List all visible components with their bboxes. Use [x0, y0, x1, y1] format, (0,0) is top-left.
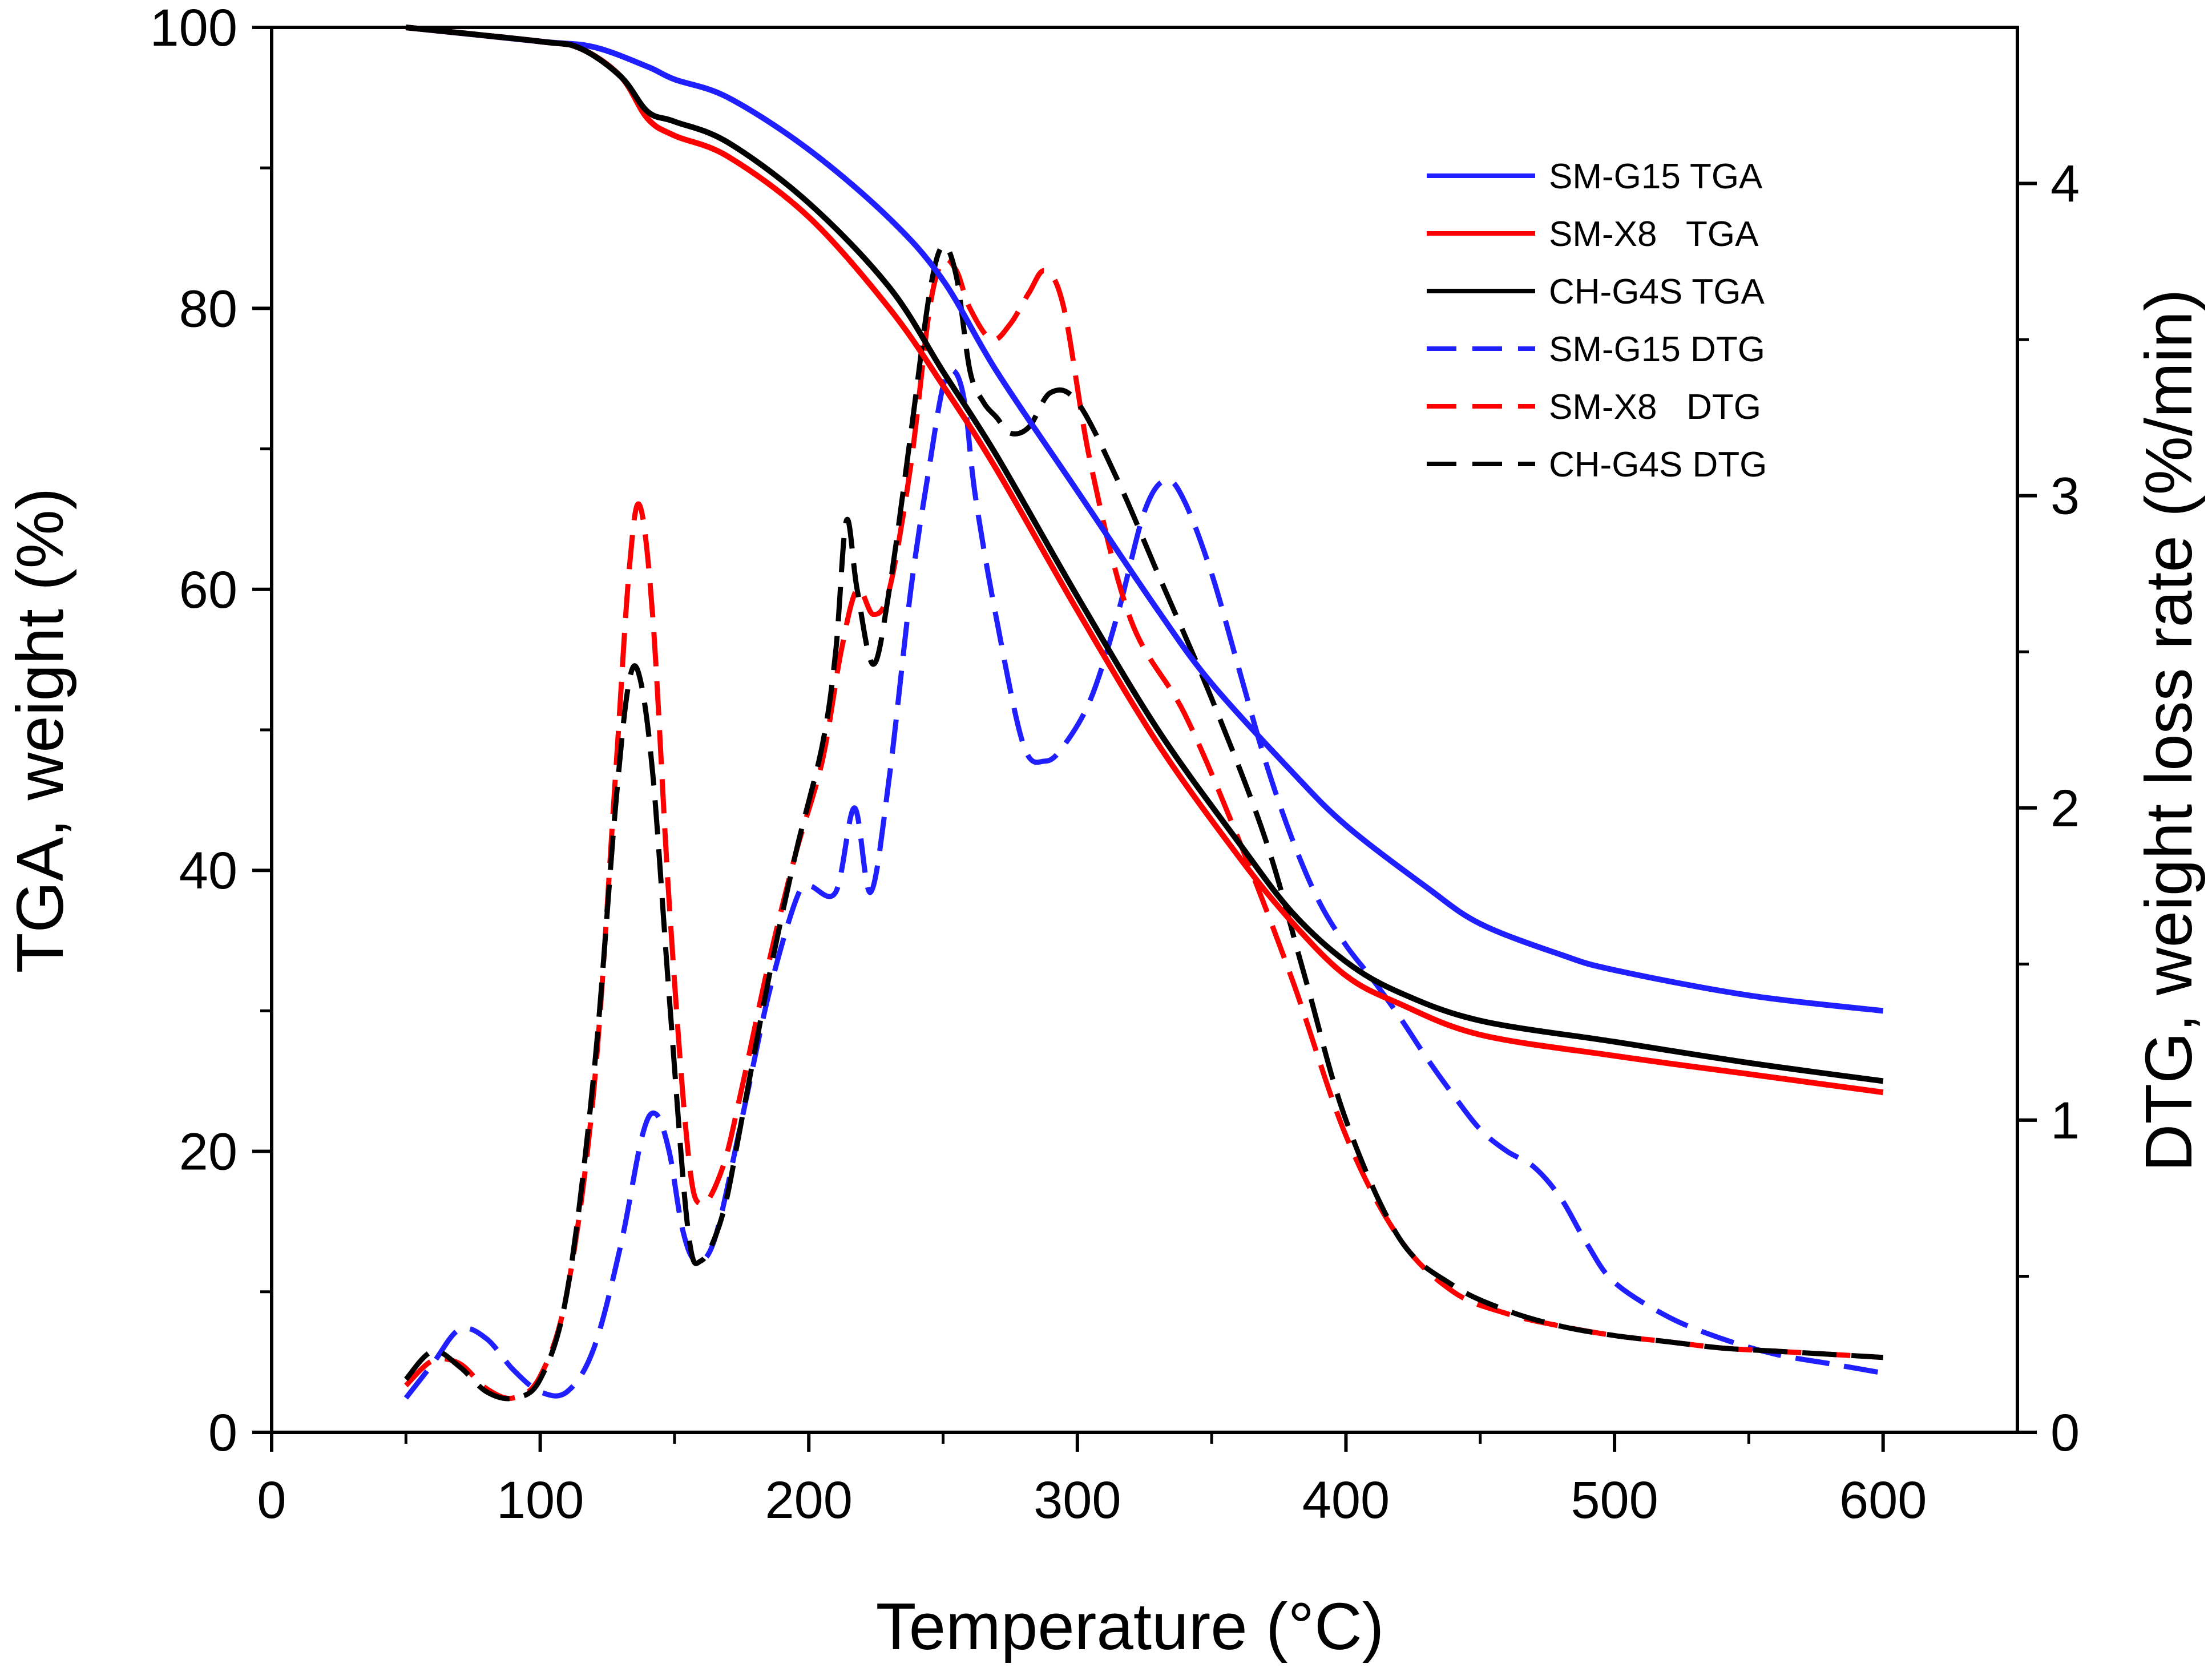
legend-label: SM-X8 DTG [1549, 387, 1761, 427]
y2-tick-label: 2 [2050, 780, 2080, 838]
y2-tick-label: 4 [2050, 155, 2080, 213]
y2-tick-label: 0 [2050, 1404, 2080, 1462]
legend-label: SM-X8 TGA [1549, 215, 1759, 254]
y-tick-label: 100 [150, 0, 238, 57]
x-tick-label: 400 [1302, 1471, 1390, 1529]
series-line-sm-g15-tga [405, 25, 1884, 1014]
ticks-layer: 0 100 200 300 400 500 600 0 20 40 60 80 100 0 1 2 3 4 [150, 0, 2080, 1529]
series-line-sm-x8-dtg [404, 256, 1883, 1402]
x-tick-label: 0 [257, 1471, 286, 1529]
y-tick-label: 40 [179, 842, 237, 900]
x-tick-label: 600 [1839, 1471, 1927, 1529]
y-tick-label: 60 [179, 561, 237, 619]
x-tick-label: 500 [1571, 1471, 1658, 1529]
legend-label: CH-G4S DTG [1549, 445, 1767, 484]
series-line-sm-x8-tga [405, 25, 1884, 1096]
series-line-ch-g4s-tga [405, 25, 1884, 1084]
series-line-ch-g4s-dtg [403, 243, 1883, 1402]
y-tick-label: 0 [208, 1404, 237, 1462]
x-tick-label: 300 [1034, 1471, 1121, 1529]
plot-frame [270, 26, 2019, 1434]
legend-label: SM-G15 DTG [1549, 330, 1765, 369]
legend-label: CH-G4S TGA [1549, 272, 1765, 312]
legend-label: SM-G15 TGA [1549, 157, 1763, 196]
legend: SM-G15 TGA SM-X8 TGA CH-G4S TGA SM-G15 DTG S… [1427, 157, 1767, 484]
y-tick-label: 20 [179, 1123, 237, 1181]
y2-axis-title: DTG, weight loss rate (%/min) [2132, 289, 2206, 1172]
y2-tick-label: 3 [2050, 467, 2080, 526]
y2-tick-label: 1 [2050, 1092, 2080, 1150]
x-axis-title: Temperature (°C) [876, 1589, 1384, 1663]
y-axis-title: TGA, weight (%) [3, 488, 77, 974]
x-tick-label: 100 [497, 1471, 584, 1529]
y-tick-label: 80 [179, 280, 237, 338]
series-layer [403, 25, 1884, 1402]
series-line-sm-g15-dtg [403, 367, 1884, 1400]
x-tick-label: 200 [765, 1471, 853, 1529]
